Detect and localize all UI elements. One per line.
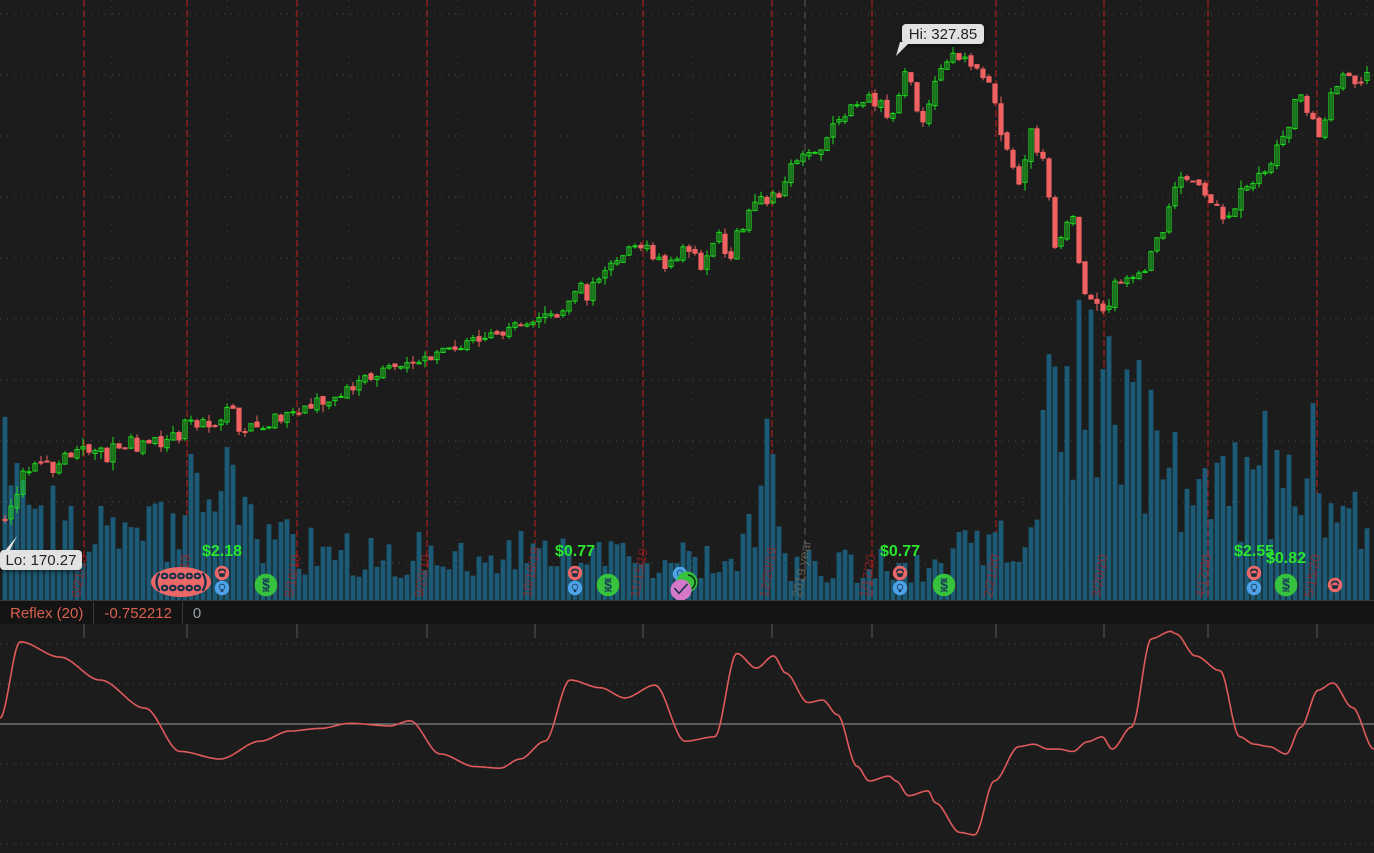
svg-text:$2.18: $2.18 xyxy=(202,543,242,560)
svg-text:$0.77: $0.77 xyxy=(880,543,920,560)
svg-text:$0.77: $0.77 xyxy=(555,543,595,560)
svg-text:$0.82: $0.82 xyxy=(1266,550,1306,567)
